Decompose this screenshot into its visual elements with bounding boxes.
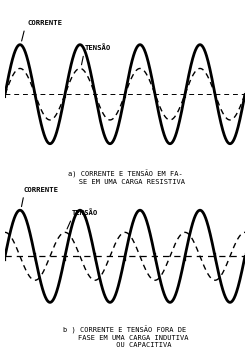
Text: CORRENTE: CORRENTE [24, 187, 59, 193]
Text: TENSÃO: TENSÃO [85, 44, 111, 51]
Text: TENSÃO: TENSÃO [72, 209, 98, 216]
Text: a) CORRENTE E TENSÃO EM FA-
   SE EM UMA CARGA RESISTIVA: a) CORRENTE E TENSÃO EM FA- SE EM UMA CA… [66, 170, 184, 185]
Text: CORRENTE: CORRENTE [28, 20, 63, 26]
Text: b ) CORRENTE E TENSÃO FORA DE
    FASE EM UMA CARGA INDUTIVA
         OU CAPACIT: b ) CORRENTE E TENSÃO FORA DE FASE EM UM… [61, 326, 189, 348]
